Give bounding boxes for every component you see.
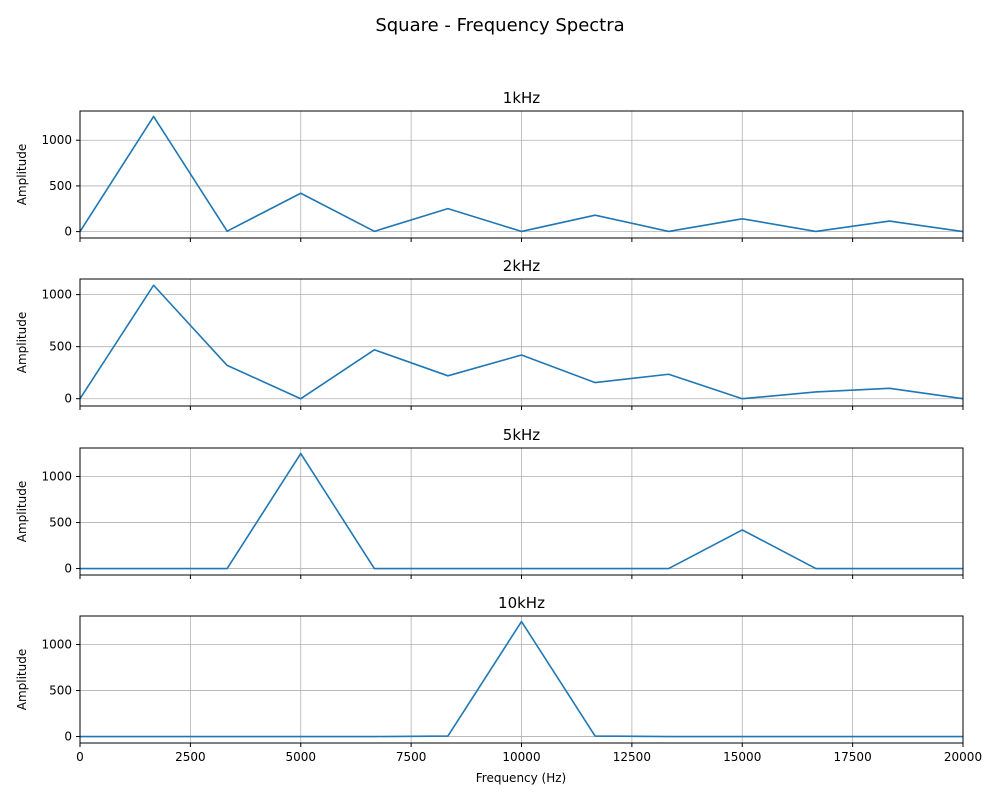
subplot-title: 10kHz [498, 594, 545, 612]
y-tick-label: 1000 [41, 288, 72, 302]
subplot-1kHz: 0 500 1000 1kHz Amplitude [15, 89, 964, 242]
y-tick-label: 500 [49, 340, 72, 354]
x-tick-label: 12500 [613, 750, 651, 764]
y-tick-label: 500 [49, 684, 72, 698]
spectrum-line [79, 284, 964, 400]
y-tick-label: 500 [49, 179, 72, 193]
y-tick-label: 1000 [41, 638, 72, 652]
x-tick-label: 15000 [723, 750, 761, 764]
y-tick-label: 0 [64, 562, 72, 576]
subplot-title: 1kHz [503, 89, 541, 107]
subplot-title: 2kHz [503, 257, 541, 275]
x-tick-label: 0 [76, 750, 84, 764]
y-tick-label: 1000 [41, 470, 72, 484]
x-tick-label: 2500 [175, 750, 206, 764]
subplot-title: 5kHz [503, 426, 541, 444]
x-axis-label: Frequency (Hz) [476, 771, 567, 785]
y-tick-label: 0 [64, 225, 72, 239]
spectrum-line [80, 620, 963, 738]
spectrum-line [80, 452, 963, 570]
x-tick-label: 5000 [285, 750, 316, 764]
spectrum-line [79, 115, 964, 233]
y-axis-label: Amplitude [15, 649, 29, 711]
y-tick-label: 0 [64, 392, 72, 406]
y-axis-label: Amplitude [15, 481, 29, 543]
y-axis-label: Amplitude [15, 144, 29, 206]
figure-title: Square - Frequency Spectra [375, 15, 624, 36]
x-tick-label: 10000 [502, 750, 540, 764]
x-tick-label: 20000 [944, 750, 982, 764]
subplot-2kHz: 0 500 1000 2kHz Amplitude [15, 257, 964, 410]
x-tick-label: 7500 [396, 750, 427, 764]
subplots: 0 500 1000 1kHz Amplitude 0 500 1000 2kHz Amplitu… [15, 89, 982, 764]
y-tick-label: 1000 [41, 133, 72, 147]
y-tick-label: 0 [64, 730, 72, 744]
x-tick-label: 17500 [834, 750, 872, 764]
y-tick-label: 500 [49, 516, 72, 530]
y-axis-label: Amplitude [15, 312, 29, 374]
subplot-5kHz: 0 500 1000 5kHz Amplitude [15, 426, 964, 579]
